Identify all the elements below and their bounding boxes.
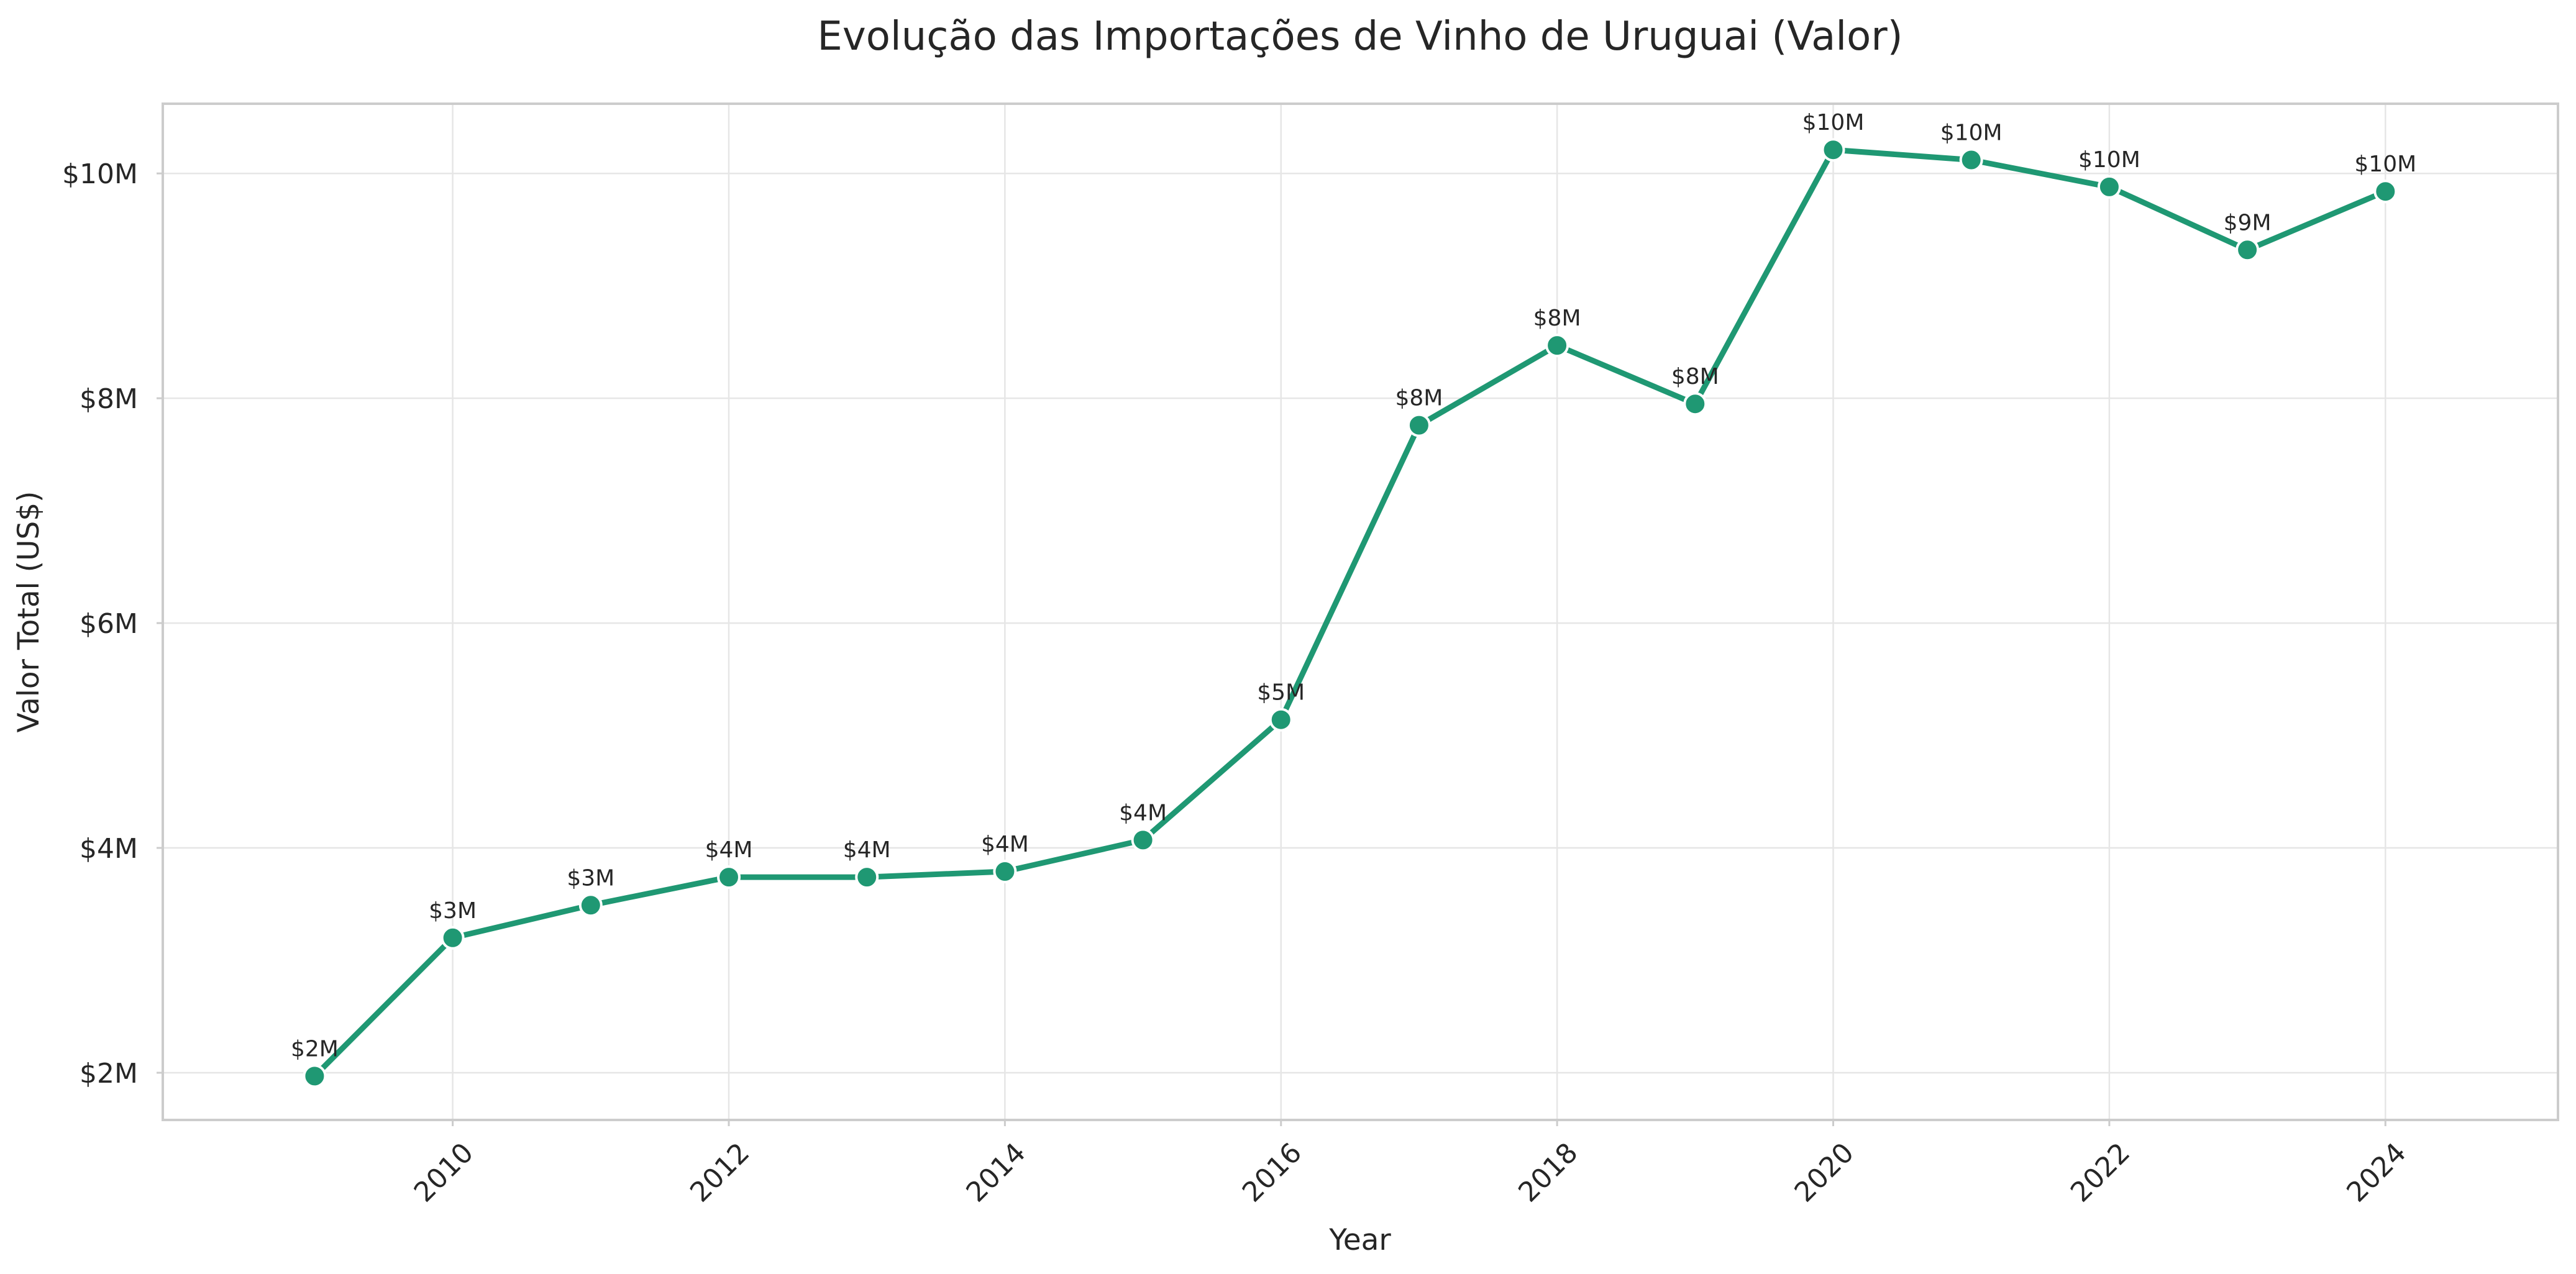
data-label: $9M (2224, 210, 2272, 235)
series-line (311, 147, 2388, 1079)
data-point (441, 926, 465, 950)
axis-ticks: 2010 2012 2014 2016 2018 2020 2022 2024 $2M $4M $6… (62, 158, 2413, 1208)
data-label: $3M (429, 898, 477, 924)
data-point (1269, 708, 1293, 732)
data-point (2236, 238, 2260, 262)
data-point (303, 1064, 327, 1088)
x-tick-label: 2024 (2341, 1137, 2412, 1208)
data-label: $8M (1395, 386, 1443, 411)
grid (163, 104, 2558, 1120)
y-tick-label: $2M (80, 1058, 138, 1090)
data-label: $4M (1119, 800, 1167, 826)
data-label: $4M (843, 837, 891, 863)
data-point (855, 865, 879, 890)
data-point (1959, 148, 1983, 172)
data-label: $4M (705, 837, 753, 863)
y-tick-label: $6M (80, 608, 138, 640)
data-point (1131, 828, 1155, 852)
data-label: $10M (1940, 121, 2003, 146)
y-tick-label: $10M (62, 158, 138, 190)
x-tick-label: 2012 (684, 1137, 756, 1208)
data-point (2373, 180, 2398, 204)
x-tick-label: 2014 (960, 1137, 1031, 1208)
data-label: $10M (2078, 147, 2140, 173)
data-label: $10M (2354, 152, 2416, 177)
y-axis-label: Valor Total (US$) (12, 491, 46, 733)
data-point (1407, 413, 1431, 437)
series-line-layer (311, 147, 2388, 1079)
data-point (993, 860, 1017, 883)
data-label: $5M (1257, 680, 1305, 706)
chart-title: Evolução das Importações de Vinho de Uru… (817, 14, 1902, 60)
data-labels: $2M $3M $3M $4M $4M $4M $4M $5M $8M $8M $8M $10M $10… (291, 110, 2416, 1062)
data-point (2097, 175, 2121, 199)
data-point (1545, 334, 1569, 358)
x-axis-label: Year (1328, 1223, 1391, 1257)
data-point (578, 893, 603, 917)
data-points (303, 138, 2398, 1088)
data-point (1821, 138, 1845, 162)
data-label: $10M (1802, 110, 1865, 135)
data-label: $2M (291, 1036, 339, 1062)
y-tick-label: $8M (80, 383, 138, 415)
data-label: $8M (1671, 364, 1719, 389)
data-label: $4M (981, 832, 1029, 857)
x-tick-label: 2020 (1789, 1137, 1860, 1208)
x-tick-label: 2018 (1512, 1137, 1584, 1208)
x-tick-label: 2022 (2065, 1137, 2136, 1208)
x-tick-label: 2016 (1236, 1137, 1308, 1208)
x-tick-label: 2010 (408, 1137, 480, 1208)
y-tick-label: $4M (80, 833, 138, 865)
plot-frame (162, 102, 2559, 1121)
data-label: $3M (567, 865, 614, 891)
data-point (717, 865, 741, 890)
data-label: $8M (1533, 306, 1581, 331)
data-point (1683, 392, 1707, 416)
